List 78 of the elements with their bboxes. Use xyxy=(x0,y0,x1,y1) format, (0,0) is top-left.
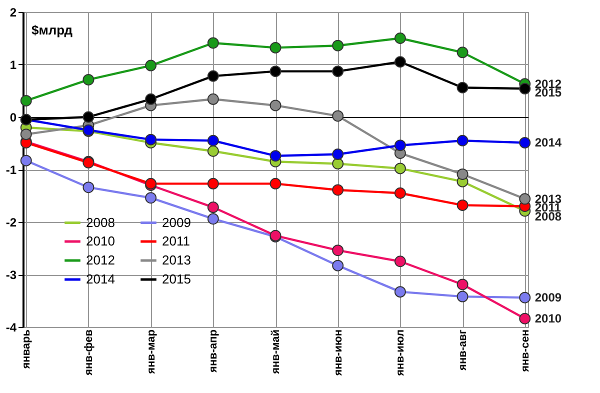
x-tick-label: янв-фев xyxy=(82,329,95,376)
point xyxy=(207,93,219,105)
x-tick-label: янв-июн xyxy=(332,330,344,376)
point xyxy=(456,290,468,302)
point xyxy=(145,93,157,105)
y-tick-label: -3 xyxy=(6,268,17,282)
point xyxy=(456,46,468,58)
point xyxy=(207,70,219,82)
legend-label: 2014 xyxy=(86,272,115,286)
point xyxy=(519,292,531,304)
point xyxy=(145,60,157,72)
point xyxy=(207,134,219,146)
y-tick-label: 0 xyxy=(10,110,17,124)
text: 2014 xyxy=(534,136,562,150)
point xyxy=(456,199,468,211)
point xyxy=(456,82,468,94)
text: 2010 xyxy=(534,312,562,326)
point xyxy=(207,213,219,225)
point xyxy=(270,42,282,54)
point xyxy=(519,193,531,205)
point xyxy=(394,187,406,199)
y-tick-label: 1 xyxy=(10,58,17,72)
y-tick-label: -4 xyxy=(6,320,17,334)
legend-label: 2010 xyxy=(86,234,115,248)
point xyxy=(207,145,219,157)
point xyxy=(270,100,282,112)
point xyxy=(519,136,531,148)
point xyxy=(332,244,344,256)
point xyxy=(394,140,406,152)
x-tick-label: янв-июл xyxy=(394,329,407,376)
point xyxy=(20,154,32,166)
x-tick-label: январь xyxy=(20,329,33,369)
point xyxy=(394,32,406,44)
point xyxy=(20,94,32,106)
x-tick-label: янв-апр xyxy=(208,329,220,372)
point xyxy=(207,178,219,190)
point xyxy=(270,66,282,78)
point xyxy=(207,37,219,49)
point xyxy=(332,184,344,196)
point xyxy=(207,202,219,214)
point xyxy=(332,66,344,78)
point xyxy=(270,178,282,190)
point xyxy=(456,134,468,146)
point xyxy=(270,150,282,162)
point xyxy=(82,111,94,123)
y-tick-label: -2 xyxy=(6,216,17,230)
x-tick-label: янв-май xyxy=(270,330,282,374)
point xyxy=(394,256,406,268)
legend-label: 2013 xyxy=(162,252,191,268)
text: 2009 xyxy=(534,290,562,305)
x-tick-label: янв-авг xyxy=(457,329,470,370)
point xyxy=(394,286,406,298)
legend-label: 2012 xyxy=(86,252,115,268)
legend-label: 2009 xyxy=(162,214,191,230)
point xyxy=(332,158,344,170)
point xyxy=(456,278,468,290)
point xyxy=(394,162,406,174)
point xyxy=(20,128,32,140)
point xyxy=(82,74,94,86)
point xyxy=(145,192,157,204)
x-tick-label: янв-мар xyxy=(145,329,158,374)
point xyxy=(332,110,344,122)
point xyxy=(394,56,406,68)
point xyxy=(145,134,157,146)
y-axis-title: $млрд xyxy=(32,22,74,38)
point xyxy=(332,40,344,52)
x-tick-label: янв-сен xyxy=(519,330,532,372)
legend-label: 2011 xyxy=(162,234,190,248)
point xyxy=(519,312,531,324)
legend-label: 2015 xyxy=(162,272,191,286)
legend-label: 2008 xyxy=(86,214,115,230)
y-tick-label: 2 xyxy=(10,6,17,20)
point xyxy=(519,82,531,94)
point xyxy=(456,168,468,180)
y-tick-label: -1 xyxy=(6,163,17,177)
point xyxy=(82,182,94,194)
point xyxy=(332,148,344,160)
point xyxy=(332,260,344,272)
